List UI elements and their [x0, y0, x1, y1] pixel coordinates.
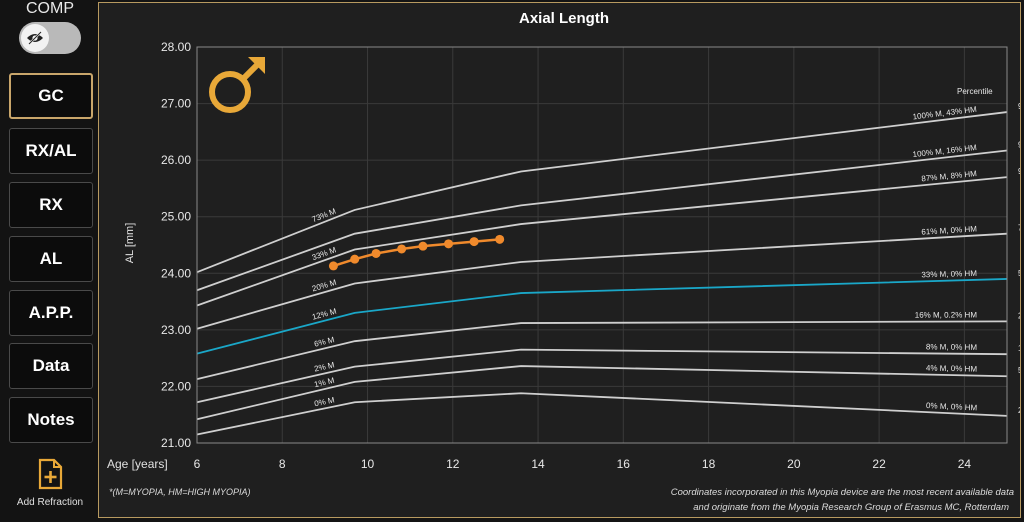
y-axis-label: AL [mm]: [124, 223, 136, 264]
percentile-header: Percentile: [957, 87, 993, 96]
percentile-line-25: [196, 320, 1008, 380]
rx-al-button-label: RX/AL: [25, 141, 77, 160]
percentile-mid-label: 0% M: [313, 395, 335, 408]
x-tick-label: 6: [194, 457, 201, 471]
rx-al-button[interactable]: RX/AL: [9, 128, 93, 174]
percentile-end-label: 0% M, 0% HM: [926, 401, 978, 412]
al-button-label: AL: [39, 249, 63, 268]
measurement-point[interactable]: [328, 261, 338, 271]
source-line-1: Coordinates incorporated in this Myopia …: [671, 487, 1014, 498]
y-tick-label: 21.00: [161, 436, 191, 450]
percentile-value-label: 98: [1018, 102, 1020, 111]
eye-slash-icon: [27, 31, 43, 45]
gc-button[interactable]: GC: [9, 73, 93, 119]
measurement-point[interactable]: [371, 248, 381, 258]
percentile-value-label: 75: [1018, 224, 1020, 233]
percentile-line-75: [196, 232, 1008, 330]
percentile-value-label: 5: [1018, 366, 1020, 375]
percentile-line-95: [196, 149, 1008, 292]
x-tick-label: 8: [279, 457, 286, 471]
percentile-line-90: [196, 176, 1008, 307]
x-tick-label: 24: [958, 457, 972, 471]
comp-toggle[interactable]: [19, 22, 81, 54]
y-tick-label: 25.00: [161, 210, 191, 224]
percentile-end-label: 61% M, 0% HM: [921, 224, 977, 236]
percentile-mid-label: 2% M: [313, 360, 335, 373]
footnote: *(M=MYOPIA, HM=HIGH MYOPIA): [109, 487, 251, 497]
gc-button-label: GC: [38, 86, 64, 105]
al-button[interactable]: AL: [9, 236, 93, 282]
y-tick-label: 26.00: [161, 153, 191, 167]
percentile-value-label: 25: [1018, 311, 1020, 320]
chart-title: Axial Length: [519, 10, 609, 27]
notes-button-label: Notes: [27, 410, 75, 429]
measurement-point[interactable]: [469, 237, 479, 247]
add-refraction-label: Add Refraction: [16, 497, 84, 508]
percentile-line-10: [196, 348, 1008, 404]
measurement-point[interactable]: [495, 234, 505, 244]
y-tick-label: 28.00: [161, 40, 191, 54]
rx-button[interactable]: RX: [9, 182, 93, 228]
notes-button[interactable]: Notes: [9, 397, 93, 443]
plot-frame: [196, 46, 1008, 444]
x-tick-label: 10: [361, 457, 375, 471]
percentile-value-label: 10: [1018, 344, 1020, 353]
add-refraction-button[interactable]: Add Refraction: [0, 458, 100, 508]
y-tick-label: 24.00: [161, 266, 191, 280]
data-button-label: Data: [32, 356, 70, 375]
toggle-knob[interactable]: [21, 24, 49, 52]
percentile-end-label: 16% M, 0.2% HM: [915, 310, 978, 319]
x-tick-label: 18: [702, 457, 716, 471]
x-tick-label: 22: [872, 457, 886, 471]
x-tick-label: 12: [446, 457, 460, 471]
x-tick-label: 16: [617, 457, 631, 471]
measurement-point[interactable]: [418, 241, 428, 251]
x-tick-label: 14: [531, 457, 545, 471]
male-symbol-icon: [209, 57, 265, 113]
comp-label: COMP: [26, 0, 74, 17]
app-button-label: A.P.P.: [28, 303, 74, 322]
percentile-line-2: [196, 392, 1008, 436]
document-plus-icon: [38, 458, 63, 490]
percentile-mid-label: 20% M: [311, 278, 338, 294]
measurement-point[interactable]: [350, 254, 360, 264]
source-line-2: and originate from the Myopia Research G…: [693, 502, 1009, 513]
percentile-mid-label: 12% M: [311, 307, 338, 322]
percentile-value-label: 50: [1018, 269, 1020, 278]
percentile-end-label: 4% M, 0% HM: [926, 364, 978, 374]
percentile-value-label: 95: [1018, 141, 1020, 150]
percentile-line-5: [196, 365, 1008, 421]
percentile-end-label: 8% M, 0% HM: [926, 342, 978, 351]
chart-panel: Axial Length 21.00 22.00 23.00 24.00 25.00 26…: [98, 2, 1024, 518]
app-button[interactable]: A.P.P.: [9, 290, 93, 336]
x-axis-label: Age [years]: [107, 457, 168, 471]
percentile-value-label: 90: [1018, 167, 1020, 176]
percentile-line-98: [196, 111, 1008, 273]
measurement-point[interactable]: [444, 239, 454, 249]
y-tick-label: 27.00: [161, 97, 191, 111]
axial-length-chart: Axial Length 21.0022.0023.0024.0025.0026…: [107, 10, 1024, 513]
measurement-point[interactable]: [397, 244, 407, 254]
percentile-end-label: 33% M, 0% HM: [921, 269, 977, 280]
y-tick-label: 23.00: [161, 323, 191, 337]
percentile-value-label: 2: [1018, 406, 1020, 415]
percentile-line-50: [196, 278, 1008, 355]
x-tick-label: 20: [787, 457, 801, 471]
sidebar: COMP GC RX/AL RX AL A.P.P. Data Notes Ad…: [0, 0, 100, 521]
y-tick-label: 22.00: [161, 379, 191, 393]
rx-button-label: RX: [39, 195, 63, 214]
data-button[interactable]: Data: [9, 343, 93, 389]
